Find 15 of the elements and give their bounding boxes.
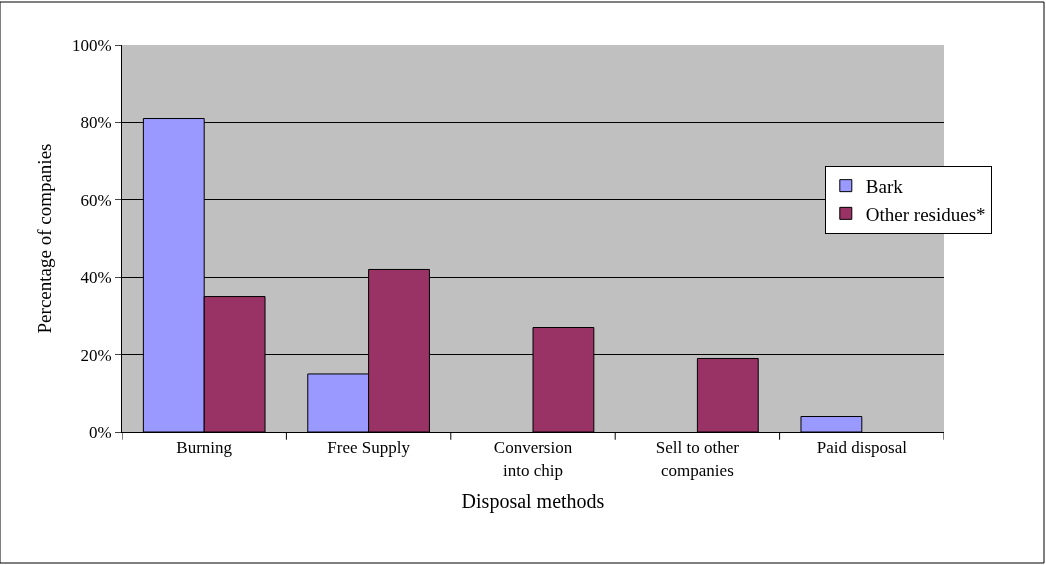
y-tick-label: 40% [80,268,112,288]
x-tick-label: Paid disposal [816,438,908,458]
x-tick-label: Free Supply [327,438,411,458]
legend-label: Other residues* [865,203,986,225]
x-tick-label: Sell to other companies [655,438,740,480]
y-tick-label: 20% [80,345,112,365]
x-tick-label: Conversion into chip [493,438,573,480]
legend-label: Bark [865,176,904,198]
x-axis-title: Disposal methods [461,490,605,513]
x-tick-label: Burning [176,438,233,458]
y-tick-label: 0% [88,422,112,442]
y-axis-title: Percentage of companies [33,143,55,334]
y-tick-label: 100% [71,35,112,55]
y-tick-label: 60% [80,190,112,210]
y-tick-label: 80% [80,113,112,133]
